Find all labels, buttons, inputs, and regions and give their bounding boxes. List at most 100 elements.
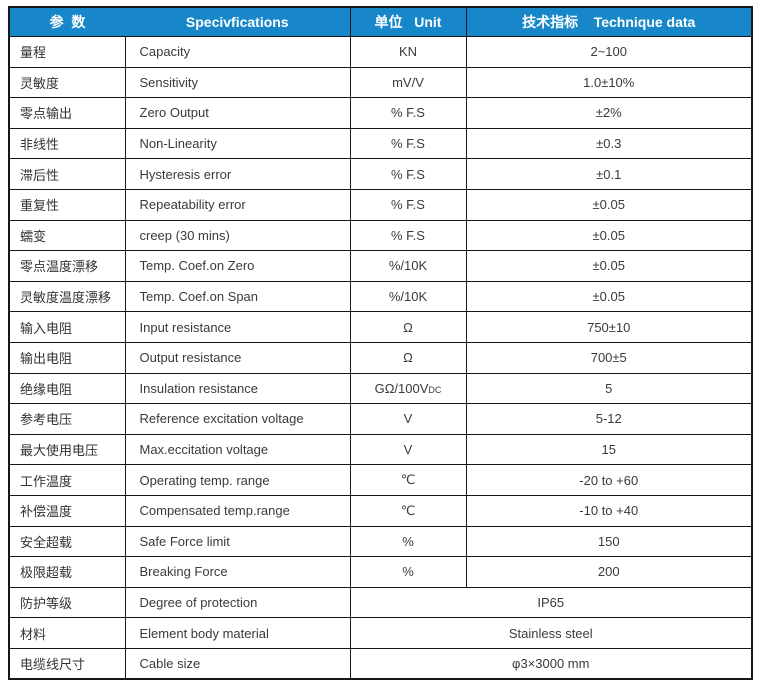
spec-cell: Temp. Coef.on Zero xyxy=(124,250,351,282)
unit-main: GΩ/100V xyxy=(374,380,429,396)
table-row: 重复性 Repeatability error % F.S ±0.05 xyxy=(8,188,753,221)
unit-cell: ℃ xyxy=(349,494,467,527)
value-cell: -20 to +60 xyxy=(465,464,753,496)
spec-cell: Breaking Force xyxy=(124,556,351,588)
spec-cell: Safe Force limit xyxy=(124,525,351,558)
merged-value-cell: IP65 xyxy=(349,586,753,619)
param-cell: 安全超载 xyxy=(8,525,126,558)
unit-cell: %/10K xyxy=(349,250,467,282)
value-cell: ±0.05 xyxy=(465,188,753,221)
table-row: 防护等级 Degree of protection IP65 xyxy=(8,586,753,619)
unit-cell: % xyxy=(349,556,467,588)
table-row: 极限超载 Breaking Force % 200 xyxy=(8,556,753,588)
unit-cell: V xyxy=(349,403,467,435)
param-cell: 防护等级 xyxy=(8,586,126,619)
specification-table: 参 数 Specivfications 单位 Unit 技术指标 Techniq… xyxy=(8,6,753,681)
header-row: 参 数 Specivfications 单位 Unit 技术指标 Techniq… xyxy=(8,6,753,37)
spec-cell: Non-Linearity xyxy=(124,127,351,160)
param-cell: 输出电阻 xyxy=(8,341,126,374)
unit-cell: % F.S xyxy=(349,188,467,221)
value-cell: 750±10 xyxy=(465,311,753,343)
unit-cell: ℃ xyxy=(349,464,467,496)
spec-cell: Hysteresis error xyxy=(124,158,351,190)
spec-cell: Output resistance xyxy=(124,341,351,374)
param-cell: 输入电阻 xyxy=(8,311,126,343)
table-row: 补偿温度 Compensated temp.range ℃ -10 to +40 xyxy=(8,494,753,527)
unit-cell: %/10K xyxy=(349,280,467,313)
spec-cell: Capacity xyxy=(124,36,351,68)
value-cell: 5 xyxy=(465,372,753,405)
param-cell: 灵敏度温度漂移 xyxy=(8,280,126,313)
table-row: 电缆线尺寸 Cable size φ3×3000 mm xyxy=(8,647,753,680)
unit-cell: GΩ/100VDC xyxy=(349,372,467,405)
table-row: 安全超载 Safe Force limit % 150 xyxy=(8,525,753,558)
table-row: 工作温度 Operating temp. range ℃ -20 to +60 xyxy=(8,464,753,496)
table-row: 最大使用电压 Max.eccitation voltage V 15 xyxy=(8,433,753,466)
table-row: 零点温度漂移 Temp. Coef.on Zero %/10K ±0.05 xyxy=(8,250,753,282)
header-technique-data: 技术指标 Technique data xyxy=(465,6,753,37)
value-cell: 1.0±10% xyxy=(465,66,753,99)
spec-cell: Input resistance xyxy=(124,311,351,343)
header-unit: 单位 Unit xyxy=(349,6,467,37)
spec-cell: Cable size xyxy=(124,647,351,680)
merged-value-cell: φ3×3000 mm xyxy=(349,647,753,680)
param-cell: 电缆线尺寸 xyxy=(8,647,126,680)
param-cell: 材料 xyxy=(8,617,126,649)
value-cell: -10 to +40 xyxy=(465,494,753,527)
param-cell: 极限超载 xyxy=(8,556,126,588)
table-row: 蠕变 creep (30 mins) % F.S ±0.05 xyxy=(8,219,753,252)
unit-cell: % F.S xyxy=(349,127,467,160)
unit-cell: % F.S xyxy=(349,158,467,190)
unit-cell: % xyxy=(349,525,467,558)
spec-cell: Zero Output xyxy=(124,97,351,129)
param-cell: 蠕变 xyxy=(8,219,126,252)
table-row: 绝缘电阻 Insulation resistance GΩ/100VDC 5 xyxy=(8,372,753,405)
param-cell: 参考电压 xyxy=(8,403,126,435)
spec-cell: Sensitivity xyxy=(124,66,351,99)
value-cell: 2~100 xyxy=(465,36,753,68)
table-row: 材料 Element body material Stainless steel xyxy=(8,617,753,649)
unit-cell: % F.S xyxy=(349,97,467,129)
table-row: 非线性 Non-Linearity % F.S ±0.3 xyxy=(8,127,753,160)
param-cell: 零点温度漂移 xyxy=(8,250,126,282)
value-cell: ±0.05 xyxy=(465,219,753,252)
value-cell: ±0.05 xyxy=(465,250,753,282)
table-row: 灵敏度 Sensitivity mV/V 1.0±10% xyxy=(8,66,753,99)
merged-value-cell: Stainless steel xyxy=(349,617,753,649)
table-row: 参考电压 Reference excitation voltage V 5-12 xyxy=(8,403,753,435)
value-cell: ±0.3 xyxy=(465,127,753,160)
param-cell: 滞后性 xyxy=(8,158,126,190)
param-cell: 量程 xyxy=(8,36,126,68)
param-cell: 最大使用电压 xyxy=(8,433,126,466)
param-cell: 补偿温度 xyxy=(8,494,126,527)
value-cell: 700±5 xyxy=(465,341,753,374)
value-cell: 5-12 xyxy=(465,403,753,435)
param-cell: 工作温度 xyxy=(8,464,126,496)
spec-cell: Max.eccitation voltage xyxy=(124,433,351,466)
spec-cell: Repeatability error xyxy=(124,188,351,221)
spec-cell: Insulation resistance xyxy=(124,372,351,405)
spec-cell: Reference excitation voltage xyxy=(124,403,351,435)
unit-cell: mV/V xyxy=(349,66,467,99)
spec-cell: Degree of protection xyxy=(124,586,351,619)
value-cell: ±0.1 xyxy=(465,158,753,190)
header-param: 参 数 xyxy=(8,6,125,37)
param-cell: 重复性 xyxy=(8,188,126,221)
param-cell: 非线性 xyxy=(8,127,126,160)
header-specifications: Specivfications xyxy=(125,6,351,37)
value-cell: 150 xyxy=(465,525,753,558)
value-cell: 15 xyxy=(465,433,753,466)
spec-cell: Element body material xyxy=(124,617,351,649)
unit-cell: Ω xyxy=(349,311,467,343)
unit-cell: Ω xyxy=(349,341,467,374)
table-row: 零点输出 Zero Output % F.S ±2% xyxy=(8,97,753,129)
unit-cell: KN xyxy=(349,36,467,68)
spec-cell: Temp. Coef.on Span xyxy=(124,280,351,313)
param-cell: 零点输出 xyxy=(8,97,126,129)
param-cell: 绝缘电阻 xyxy=(8,372,126,405)
unit-cell: V xyxy=(349,433,467,466)
unit-cell: % F.S xyxy=(349,219,467,252)
spec-cell: Compensated temp.range xyxy=(124,494,351,527)
unit-subscript: DC xyxy=(428,384,442,395)
spec-sheet: 参 数 Specivfications 单位 Unit 技术指标 Techniq… xyxy=(8,6,753,681)
